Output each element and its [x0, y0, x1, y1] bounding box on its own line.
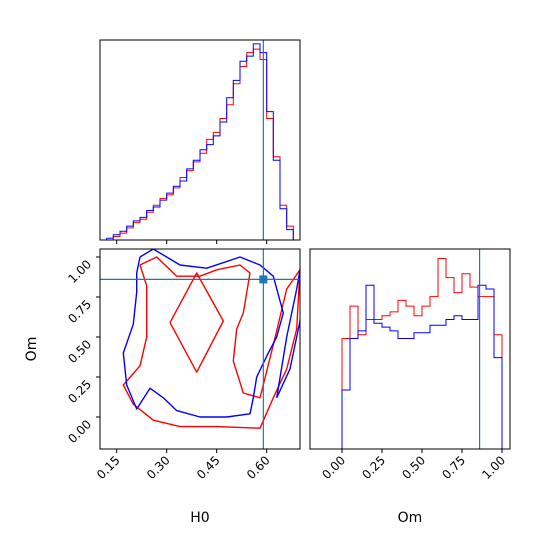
contour-1 — [122, 256, 300, 429]
h0-hist-series-2 — [100, 43, 300, 241]
joint-x-tick-label-4: 0.60 — [244, 453, 273, 482]
joint-y-tick-label-3: 0.50 — [65, 337, 94, 366]
joint-x-tick-label-2: 0.30 — [144, 453, 173, 482]
joint-contours — [122, 249, 300, 429]
joint-truth-lines — [100, 249, 300, 449]
joint-y-tick-label-1: 0.00 — [65, 417, 94, 446]
om-histogram-panel: 0.00 0.25 0.50 0.75 1.00 Om — [309, 248, 511, 526]
om-hist-series-1 — [310, 258, 510, 450]
joint-x-ticks: 0.15 0.30 0.45 0.60 — [94, 449, 273, 482]
om-histogram-axis-label: Om — [398, 510, 423, 526]
h0-axis-label: H0 — [190, 510, 209, 526]
om-histogram-x-ticks: 0.00 0.25 0.50 0.75 1.00 — [319, 449, 508, 482]
joint-x-tick-label-3: 0.45 — [194, 453, 223, 482]
om-x-tick-label-2: 0.25 — [359, 453, 388, 482]
om-histogram-frame — [309, 248, 511, 450]
joint-x-tick-label-1: 0.15 — [94, 453, 123, 482]
contour-3 — [122, 249, 284, 418]
om-x-tick-label-1: 0.00 — [319, 453, 348, 482]
h0-histogram-series — [100, 43, 300, 241]
h0-hist-series-1 — [100, 48, 300, 241]
joint-y-ticks: 0.00 0.25 0.50 0.75 1.00 — [65, 256, 100, 446]
h0-histogram-ticks — [116, 240, 268, 244]
om-histogram-series — [310, 258, 510, 450]
contour-2 — [169, 272, 225, 373]
om-x-tick-label-4: 0.75 — [439, 453, 468, 482]
joint-contour-panel: 0.15 0.30 0.45 0.60 0.00 0.25 0.50 0.75 1.00 H0… — [24, 248, 301, 526]
om-axis-label: Om — [24, 337, 40, 362]
h0-histogram-panel — [99, 39, 301, 244]
om-x-tick-label-3: 0.50 — [399, 453, 428, 482]
joint-frame — [99, 248, 301, 450]
om-x-tick-label-5: 1.00 — [479, 453, 508, 482]
truth-marker — [259, 275, 268, 284]
joint-y-tick-label-4: 0.75 — [65, 297, 94, 326]
joint-y-tick-label-2: 0.25 — [65, 377, 94, 406]
joint-y-tick-label-5: 1.00 — [65, 257, 94, 286]
contour-4 — [276, 269, 300, 399]
om-hist-series-2 — [310, 284, 510, 450]
h0-histogram-frame — [99, 39, 301, 241]
